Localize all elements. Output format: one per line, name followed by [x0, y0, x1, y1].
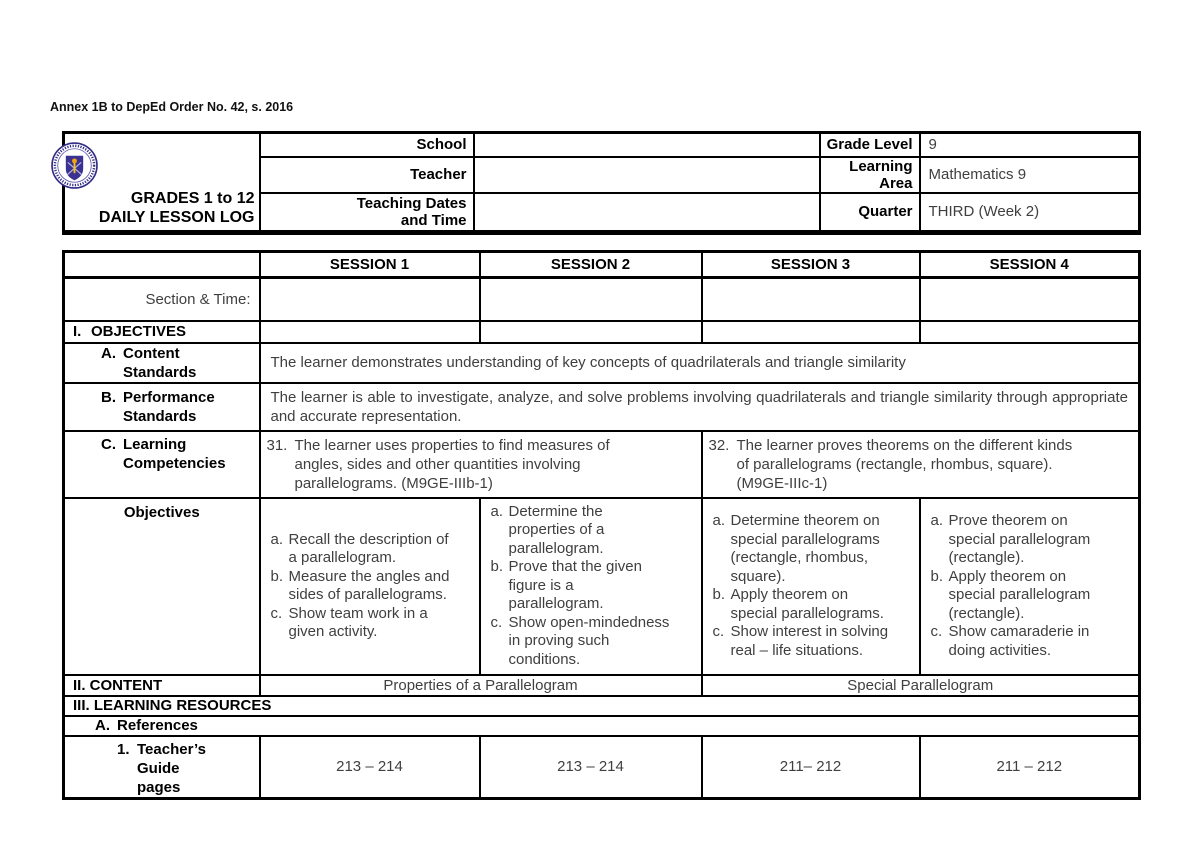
learning-competencies-label: C. Learning Competencies [62, 429, 261, 499]
competency-31: 31. The learner uses properties to find … [258, 429, 703, 499]
learning-area-value: Mathematics 9 [918, 155, 1141, 194]
performance-standards-row: B. Performance Standards The learner is … [62, 381, 1141, 432]
teaching-dates-value-field[interactable] [472, 191, 821, 234]
objectives-label: Objectives [62, 496, 261, 676]
teacher-label: Teacher [258, 155, 475, 194]
blank-cell [478, 319, 703, 344]
content-row: II. CONTENT Properties of a Parallelogra… [62, 673, 1141, 697]
school-value-field[interactable] [472, 131, 821, 158]
objectives-session-1: a. Recall the description of a parallelog… [258, 496, 481, 676]
content-sessions-1-2: Properties of a Parallelogram [258, 673, 703, 697]
performance-standards-text: The learner is able to investigate, anal… [258, 381, 1141, 432]
deped-seal-icon [51, 142, 98, 189]
objectives-session-2: a. Determine the properties of a parallel… [478, 496, 703, 676]
objectives-row: Objectives a. Recall the description of a… [62, 496, 1141, 676]
session-3-header: SESSION 3 [700, 250, 921, 279]
quarter-label: Quarter [818, 191, 921, 234]
blank-cell [700, 319, 921, 344]
session-2-header: SESSION 2 [478, 250, 703, 279]
blank-cell [258, 319, 481, 344]
section-time-field-s1[interactable] [258, 276, 481, 322]
section-time-field-s2[interactable] [478, 276, 703, 322]
content-standards-label: A. Content Standards [62, 341, 261, 384]
teachers-guide-s3: 211– 212 [700, 734, 921, 799]
annex-note: Annex 1B to DepEd Order No. 42, s. 2016 [50, 100, 294, 114]
school-label: School [258, 131, 475, 158]
grade-level-value: 9 [918, 131, 1141, 158]
objectives-heading: I. OBJECTIVES [62, 319, 261, 344]
teachers-guide-s1: 213 – 214 [258, 734, 481, 799]
teachers-guide-label: 1. Teacher’s Guide pages [62, 734, 261, 799]
objectives-session-3: a. Determine theorem on special parallelo… [700, 496, 921, 676]
learning-competencies-row: C. Learning Competencies 31. The learner… [62, 429, 1141, 499]
form-title-line2: DAILY LESSON LOG [98, 209, 255, 226]
learning-area-label: Learning Area [818, 155, 921, 194]
learning-resources-heading: III. LEARNING RESOURCES [62, 694, 1141, 717]
objectives-heading-num: I. [73, 323, 82, 340]
section-time-field-s4[interactable] [918, 276, 1141, 322]
session-header-row: SESSION 1 SESSION 2 SESSION 3 SESSION 4 [62, 250, 1141, 279]
competency-32: 32. The learner proves theorems on the d… [700, 429, 1141, 499]
content-sessions-3-4: Special Parallelogram [700, 673, 1141, 697]
teachers-guide-s2: 213 – 214 [478, 734, 703, 799]
form-title-cell: GRADES 1 to 12 DAILY LESSON LOG [51, 131, 261, 234]
form-title-line1: GRADES 1 to 12 [130, 190, 255, 207]
grade-level-label: Grade Level [818, 131, 921, 158]
session-4-header: SESSION 4 [918, 250, 1141, 279]
learning-resources-row: III. LEARNING RESOURCES [62, 694, 1141, 717]
section-time-label: Section & Time: [62, 276, 261, 322]
quarter-value: THIRD (Week 2) [918, 191, 1141, 234]
content-standards-row: A. Content Standards The learner demonst… [62, 341, 1141, 384]
section-time-row: Section & Time: [62, 276, 1141, 322]
section-time-field-s3[interactable] [700, 276, 921, 322]
teaching-dates-label: Teaching Dates and Time [258, 191, 475, 234]
performance-standards-label: B. Performance Standards [62, 381, 261, 432]
references-heading: A. References [62, 714, 1141, 737]
content-label: II. CONTENT [62, 673, 261, 697]
corner-cell [62, 250, 261, 279]
teachers-guide-row: 1. Teacher’s Guide pages 213 – 214 213 –… [62, 734, 1141, 799]
blank-cell [918, 319, 1141, 344]
objectives-heading-text: OBJECTIVES [91, 323, 187, 340]
objectives-heading-row: I. OBJECTIVES [62, 319, 1141, 344]
objectives-session-4: a. Prove theorem on special parallelogram… [918, 496, 1141, 676]
references-row: A. References [62, 714, 1141, 737]
header-table: GRADES 1 to 12 DAILY LESSON LOG School G… [51, 131, 1141, 235]
teacher-value-field[interactable] [472, 155, 821, 194]
content-standards-text: The learner demonstrates understanding o… [258, 341, 1141, 384]
session-1-header: SESSION 1 [258, 250, 481, 279]
lesson-log-table: SESSION 1 SESSION 2 SESSION 3 SESSION 4 … [62, 250, 1141, 800]
teachers-guide-s4: 211 – 212 [918, 734, 1141, 799]
